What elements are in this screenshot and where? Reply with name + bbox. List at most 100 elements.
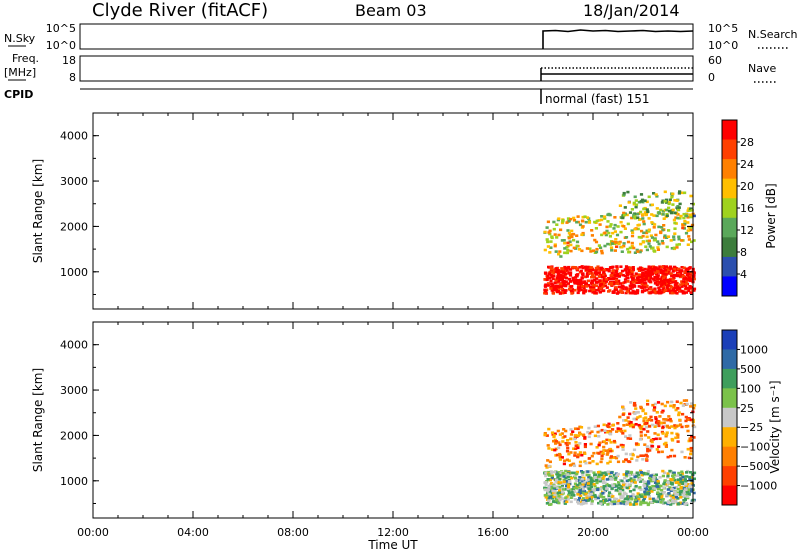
velocity-scatter-cell: [611, 456, 615, 459]
velocity-scatter-cell: [607, 484, 612, 487]
power-scatter-cell: [549, 266, 553, 269]
power-scatter-cell: [671, 192, 675, 196]
power-scatter-cell: [562, 271, 566, 275]
power-scatter-cell: [620, 284, 624, 288]
velocity-scatter-cell: [612, 502, 616, 506]
power-scatter-cell: [580, 233, 584, 236]
power-scatter-cell: [586, 279, 590, 283]
power-scatter-cell: [675, 243, 679, 247]
power-scatter-cell: [656, 277, 660, 281]
velocity-scatter-cell: [687, 488, 691, 491]
power-scatter-cell: [606, 220, 610, 223]
velocity-scatter-cell: [624, 419, 628, 422]
power-scatter-cell: [671, 270, 675, 273]
velocity-scatter-cell: [628, 460, 632, 464]
power-scatter-cell: [625, 290, 629, 293]
velocity-scatter-cell: [664, 444, 668, 447]
power-scatter-cell: [587, 221, 592, 224]
power-scatter-cell: [621, 273, 625, 277]
power-scatter-cell: [574, 281, 578, 285]
velocity-scatter-cell: [631, 493, 635, 497]
velocity-scatter-cell: [568, 464, 573, 467]
power-scatter-cell: [656, 275, 660, 279]
velocity-scatter-cell: [624, 502, 629, 505]
velocity-scatter-cell: [684, 496, 688, 500]
velocity-scatter-cell: [589, 442, 593, 446]
power-scatter-cell: [682, 212, 686, 216]
power-scatter-cell: [552, 274, 556, 278]
velocity-scatter-cell: [672, 497, 676, 501]
velocity-scatter-cell: [553, 432, 557, 436]
power-scatter-cell: [548, 251, 552, 254]
velocity-scatter-cell: [571, 430, 575, 433]
power-scatter-cell: [638, 266, 643, 269]
power-scatter-cell: [619, 289, 623, 292]
velocity-scatter-cell: [647, 489, 651, 492]
power-scatter-cell: [660, 265, 664, 269]
power-scatter-cell: [686, 269, 690, 272]
power-scatter-cell: [608, 225, 612, 228]
power-scatter-cell: [583, 280, 587, 283]
velocity-scatter-cell: [649, 474, 653, 477]
power-scatter-cell: [692, 275, 696, 278]
power-scatter-cell: [656, 274, 660, 277]
power-scatter-cell: [576, 273, 580, 276]
velocity-scatter-cell: [574, 474, 578, 477]
power-scatter-cell: [607, 268, 611, 271]
velocity-scatter-cell: [544, 483, 548, 486]
power-scatter-cell: [585, 247, 589, 250]
velocity-scatter-cell: [661, 425, 665, 429]
velocity-scatter-cell: [652, 478, 656, 482]
velocity-scatter-cell: [556, 481, 560, 484]
velocity-scatter-cell: [608, 472, 612, 475]
power-scatter-cell: [646, 268, 650, 272]
velocity-scatter-cell: [673, 478, 677, 482]
velocity-scatter-cell: [566, 473, 570, 476]
power-scatter-cell: [619, 286, 624, 289]
power-scatter-cell: [619, 265, 623, 268]
power-scatter-cell: [622, 193, 626, 197]
velocity-scatter-cell: [554, 480, 558, 483]
velocity-colorbar-segment: [722, 485, 737, 506]
velocity-scatter-cell: [679, 487, 683, 490]
velocity-scatter-cell: [639, 430, 643, 434]
velocity-scatter-cell: [546, 478, 550, 481]
power-scatter-cell: [594, 284, 598, 287]
velocity-scatter-cell: [686, 447, 690, 451]
velocity-scatter-cell: [573, 486, 577, 490]
power-scatter-cell: [656, 248, 660, 251]
power-scatter-cell: [576, 291, 580, 295]
power-scatter-cell: [569, 243, 573, 247]
power-scatter-cell: [688, 209, 692, 212]
power-scatter-cell: [671, 278, 675, 282]
velocity-scatter-cell: [600, 428, 604, 432]
power-scatter-cell: [568, 268, 573, 271]
velocity-scatter-cell: [601, 476, 605, 480]
power-scatter-cell: [602, 270, 606, 274]
velocity-scatter-cell: [659, 492, 663, 496]
power-scatter-cell: [576, 282, 580, 285]
velocity-scatter-cell: [553, 490, 557, 493]
velocity-scatter-cell: [616, 460, 621, 464]
power-scatter-cell: [622, 225, 626, 228]
power-scatter-cell: [649, 277, 653, 280]
power-scatter-cell: [608, 266, 613, 269]
power-scatter-cell: [612, 227, 616, 230]
velocity-scatter-cell: [567, 485, 571, 489]
power-scatter-cell: [623, 281, 627, 284]
velocity-scatter-cell: [555, 478, 559, 482]
velocity-scatter-cell: [633, 401, 637, 405]
velocity-scatter-cell: [669, 404, 673, 408]
velocity-scatter-cell: [610, 500, 614, 504]
power-scatter-cell: [682, 266, 686, 270]
power-scatter-cell: [664, 288, 668, 292]
velocity-scatter-cell: [652, 499, 656, 502]
power-scatter-cell: [637, 223, 641, 227]
velocity-scatter-cell: [660, 421, 664, 425]
velocity-scatter-cell: [547, 485, 551, 489]
power-scatter-cell: [567, 236, 571, 240]
power-scatter-cell: [657, 288, 661, 292]
power-scatter-cell: [556, 272, 561, 276]
velocity-scatter-cell: [660, 488, 664, 492]
velocity-scatter-cell: [635, 502, 639, 506]
